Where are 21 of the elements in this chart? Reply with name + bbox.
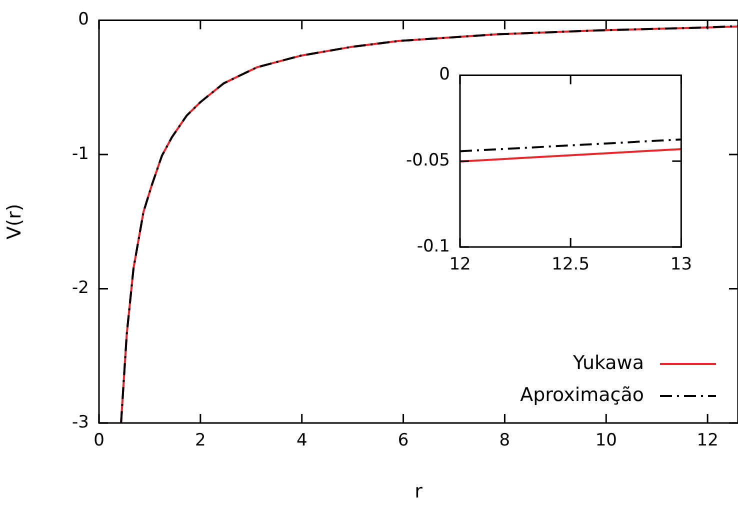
x-tick-label: 4 xyxy=(296,430,308,451)
x-axis-title: r xyxy=(414,480,423,503)
x-tick-label: 2 xyxy=(195,430,206,451)
x-tick-label: 6 xyxy=(398,430,409,451)
x-tick-label: 10 xyxy=(595,430,617,451)
x-tick-label: 13 xyxy=(670,254,692,275)
y-axis-title: V(r) xyxy=(3,204,26,240)
y-tick-label: -3 xyxy=(72,412,89,432)
x-tick-label: 12 xyxy=(449,254,471,275)
y-tick-label: -2 xyxy=(72,278,89,298)
legend-label: Yukawa xyxy=(572,352,644,374)
x-tick-label: 12.5 xyxy=(552,254,590,275)
y-tick-label: -0.1 xyxy=(416,236,450,256)
y-tick-label: 0 xyxy=(439,64,450,85)
y-tick-label: 0 xyxy=(78,10,89,30)
x-tick-label: 12 xyxy=(696,430,718,451)
legend-label: Aproximação xyxy=(520,384,644,406)
y-tick-label: -1 xyxy=(72,144,89,164)
y-tick-label: -0.05 xyxy=(406,150,450,171)
x-tick-label: 8 xyxy=(499,430,510,451)
x-tick-label: 0 xyxy=(94,430,104,451)
